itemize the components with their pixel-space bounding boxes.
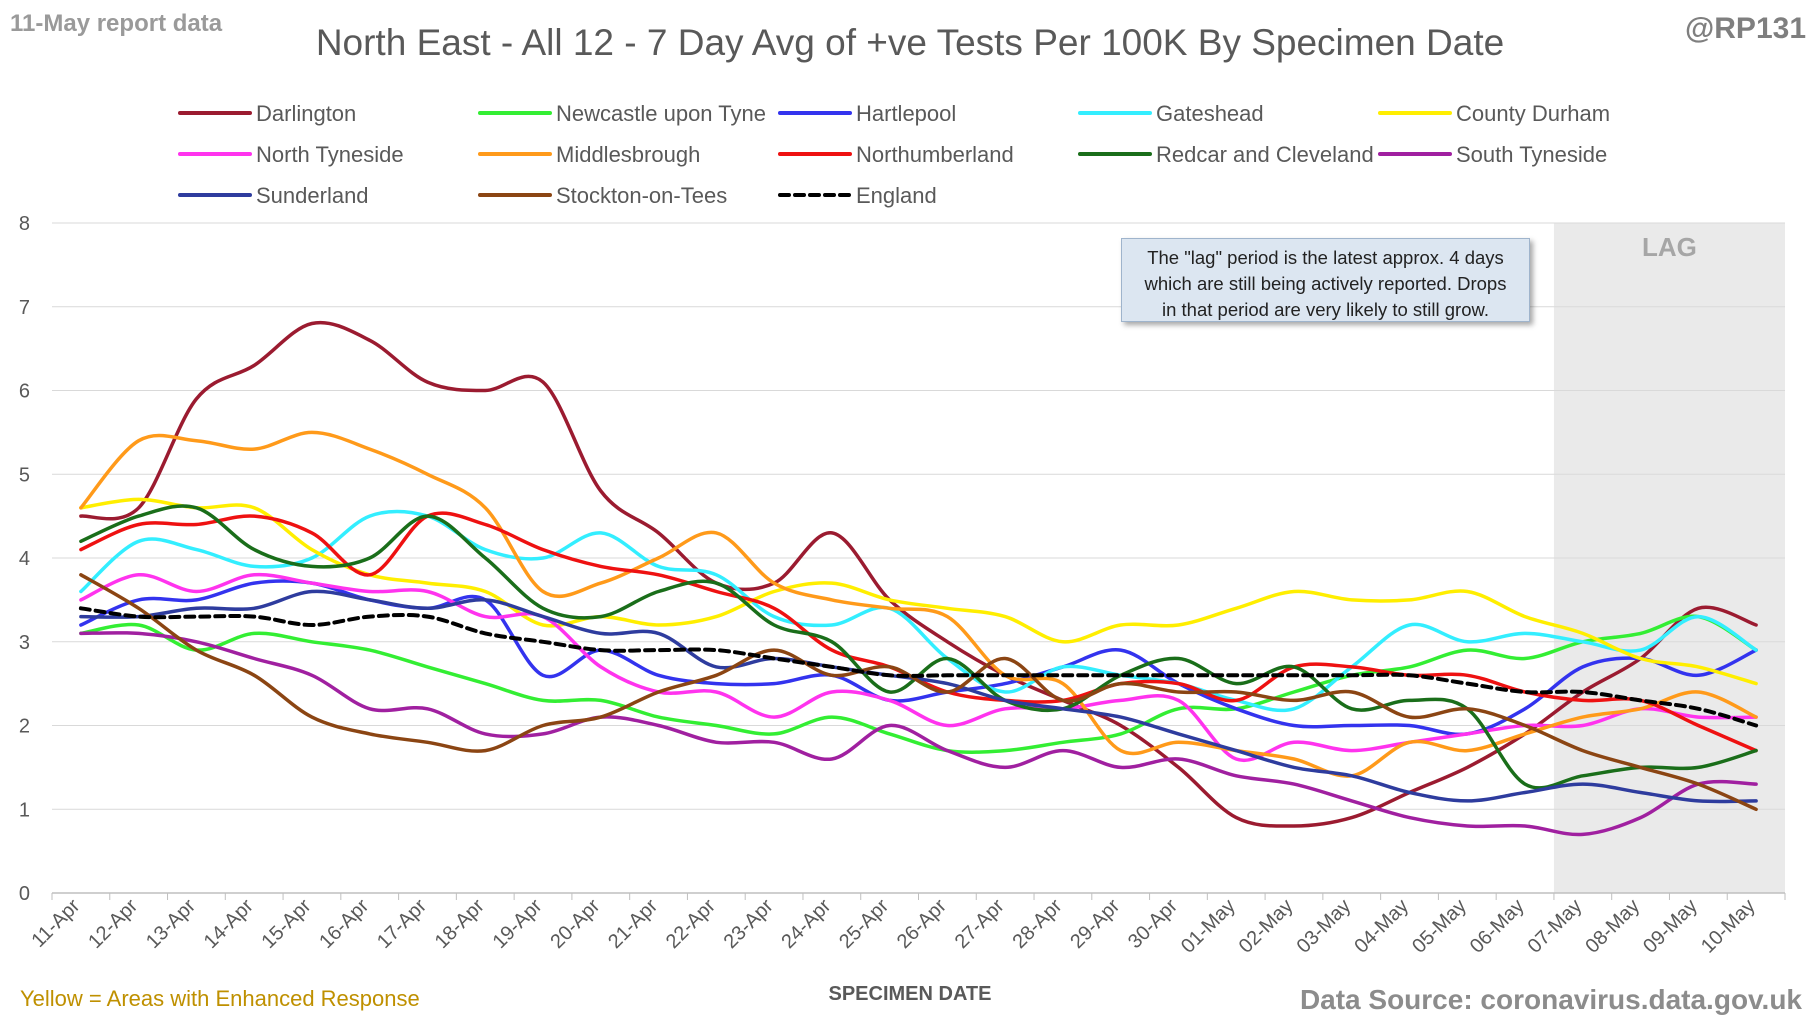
x-tick-label: 26-Apr (893, 895, 951, 953)
y-tick-label: 1 (19, 799, 30, 821)
x-tick-label: 19-Apr (489, 895, 547, 953)
series-line-north-tyneside (79, 572, 1758, 763)
lag-note-line: which are still being actively reported.… (1144, 273, 1507, 294)
lag-label: LAG (1642, 232, 1697, 262)
x-tick-label: 02-May (1235, 895, 1298, 958)
x-tick-label: 16-Apr (315, 895, 373, 953)
x-tick-label: 30-Apr (1124, 895, 1182, 953)
y-tick-label: 3 (19, 632, 30, 654)
y-tick-label: 4 (19, 548, 30, 570)
x-tick-label: 17-Apr (373, 895, 431, 953)
series-line-newcastle-upon-tyne (79, 614, 1758, 754)
legend-entry: North Tyneside (256, 142, 404, 167)
x-tick-label: 15-Apr (257, 895, 315, 953)
x-tick-label: 28-Apr (1008, 895, 1066, 953)
legend-entry: Redcar and Cleveland (1156, 142, 1374, 167)
y-tick-label: 2 (19, 716, 30, 738)
series-lines (78, 320, 1759, 837)
data-source-note: Data Source: coronavirus.data.gov.uk (1299, 984, 1802, 1015)
legend-entry: Sunderland (256, 183, 369, 208)
series-line-england (78, 606, 1759, 728)
x-tick-label: 24-Apr (777, 895, 835, 953)
x-tick-label: 23-Apr (720, 895, 778, 953)
series-line-middlesbrough (79, 430, 1758, 778)
x-tick-label: 22-Apr (662, 895, 720, 953)
author-handle: @RP131 (1685, 12, 1806, 45)
series-line-south-tyneside (79, 631, 1758, 837)
legend: Darlington Newcastle upon Tyne Hartlepool G… (178, 101, 1610, 208)
x-tick-label: 27-Apr (951, 895, 1009, 953)
legend-entry: South Tyneside (1456, 142, 1607, 167)
lag-note-line: in that period are very likely to still … (1162, 299, 1489, 320)
x-tick-label: 14-Apr (200, 895, 258, 953)
legend-entry: Newcastle upon Tyne (556, 101, 766, 126)
x-tick-label: 01-May (1177, 895, 1240, 958)
chart-title: North East - All 12 - 7 Day Avg of +ve T… (315, 22, 1505, 63)
x-tick-label: 25-Apr (835, 895, 893, 953)
x-tick-label: 04-May (1350, 895, 1413, 958)
enhanced-response-note: Yellow = Areas with Enhanced Response (20, 986, 420, 1011)
lag-note-box: The "lag" period is the latest approx. 4… (1121, 238, 1530, 322)
series-line-darlington (79, 320, 1758, 828)
x-tick-label: 06-May (1466, 895, 1529, 958)
legend-entry: Middlesbrough (556, 142, 700, 167)
y-tick-label: 7 (19, 297, 30, 319)
legend-entry: Hartlepool (856, 101, 956, 126)
legend-entry: County Durham (1456, 101, 1610, 126)
x-tick-label: 11-Apr (27, 895, 84, 952)
x-tick-label: 12-Apr (84, 895, 142, 953)
legend-entry: England (856, 183, 937, 208)
legend-entry: Northumberland (856, 142, 1014, 167)
x-tick-label: 07-May (1524, 895, 1587, 958)
legend-entry: Darlington (256, 101, 356, 126)
x-tick-label: 29-Apr (1066, 895, 1124, 953)
x-tick-label: 21-Apr (604, 895, 662, 953)
y-tick-label: 5 (19, 464, 30, 486)
x-axis-title: SPECIMEN DATE (828, 983, 992, 1005)
lag-note-line: The "lag" period is the latest approx. 4… (1147, 247, 1504, 268)
x-tick-label: 18-Apr (431, 895, 489, 953)
x-tick-label: 03-May (1293, 895, 1356, 958)
y-tick-label: 6 (19, 381, 30, 403)
report-date-label: 11-May report data (10, 10, 223, 37)
x-tick-label: 13-Apr (142, 895, 200, 953)
series-line-gateshead (79, 509, 1758, 713)
legend-entry: Gateshead (1156, 101, 1264, 126)
y-tick-label: 0 (19, 883, 30, 905)
x-tick-label: 05-May (1408, 895, 1471, 958)
x-tick-label: 20-Apr (546, 895, 604, 953)
legend-entry: Stockton-on-Tees (556, 183, 727, 208)
x-tick-label: 10-May (1697, 895, 1760, 958)
x-tick-label: 08-May (1581, 895, 1644, 958)
y-tick-label: 8 (19, 213, 30, 235)
x-tick-label: 09-May (1639, 895, 1702, 958)
